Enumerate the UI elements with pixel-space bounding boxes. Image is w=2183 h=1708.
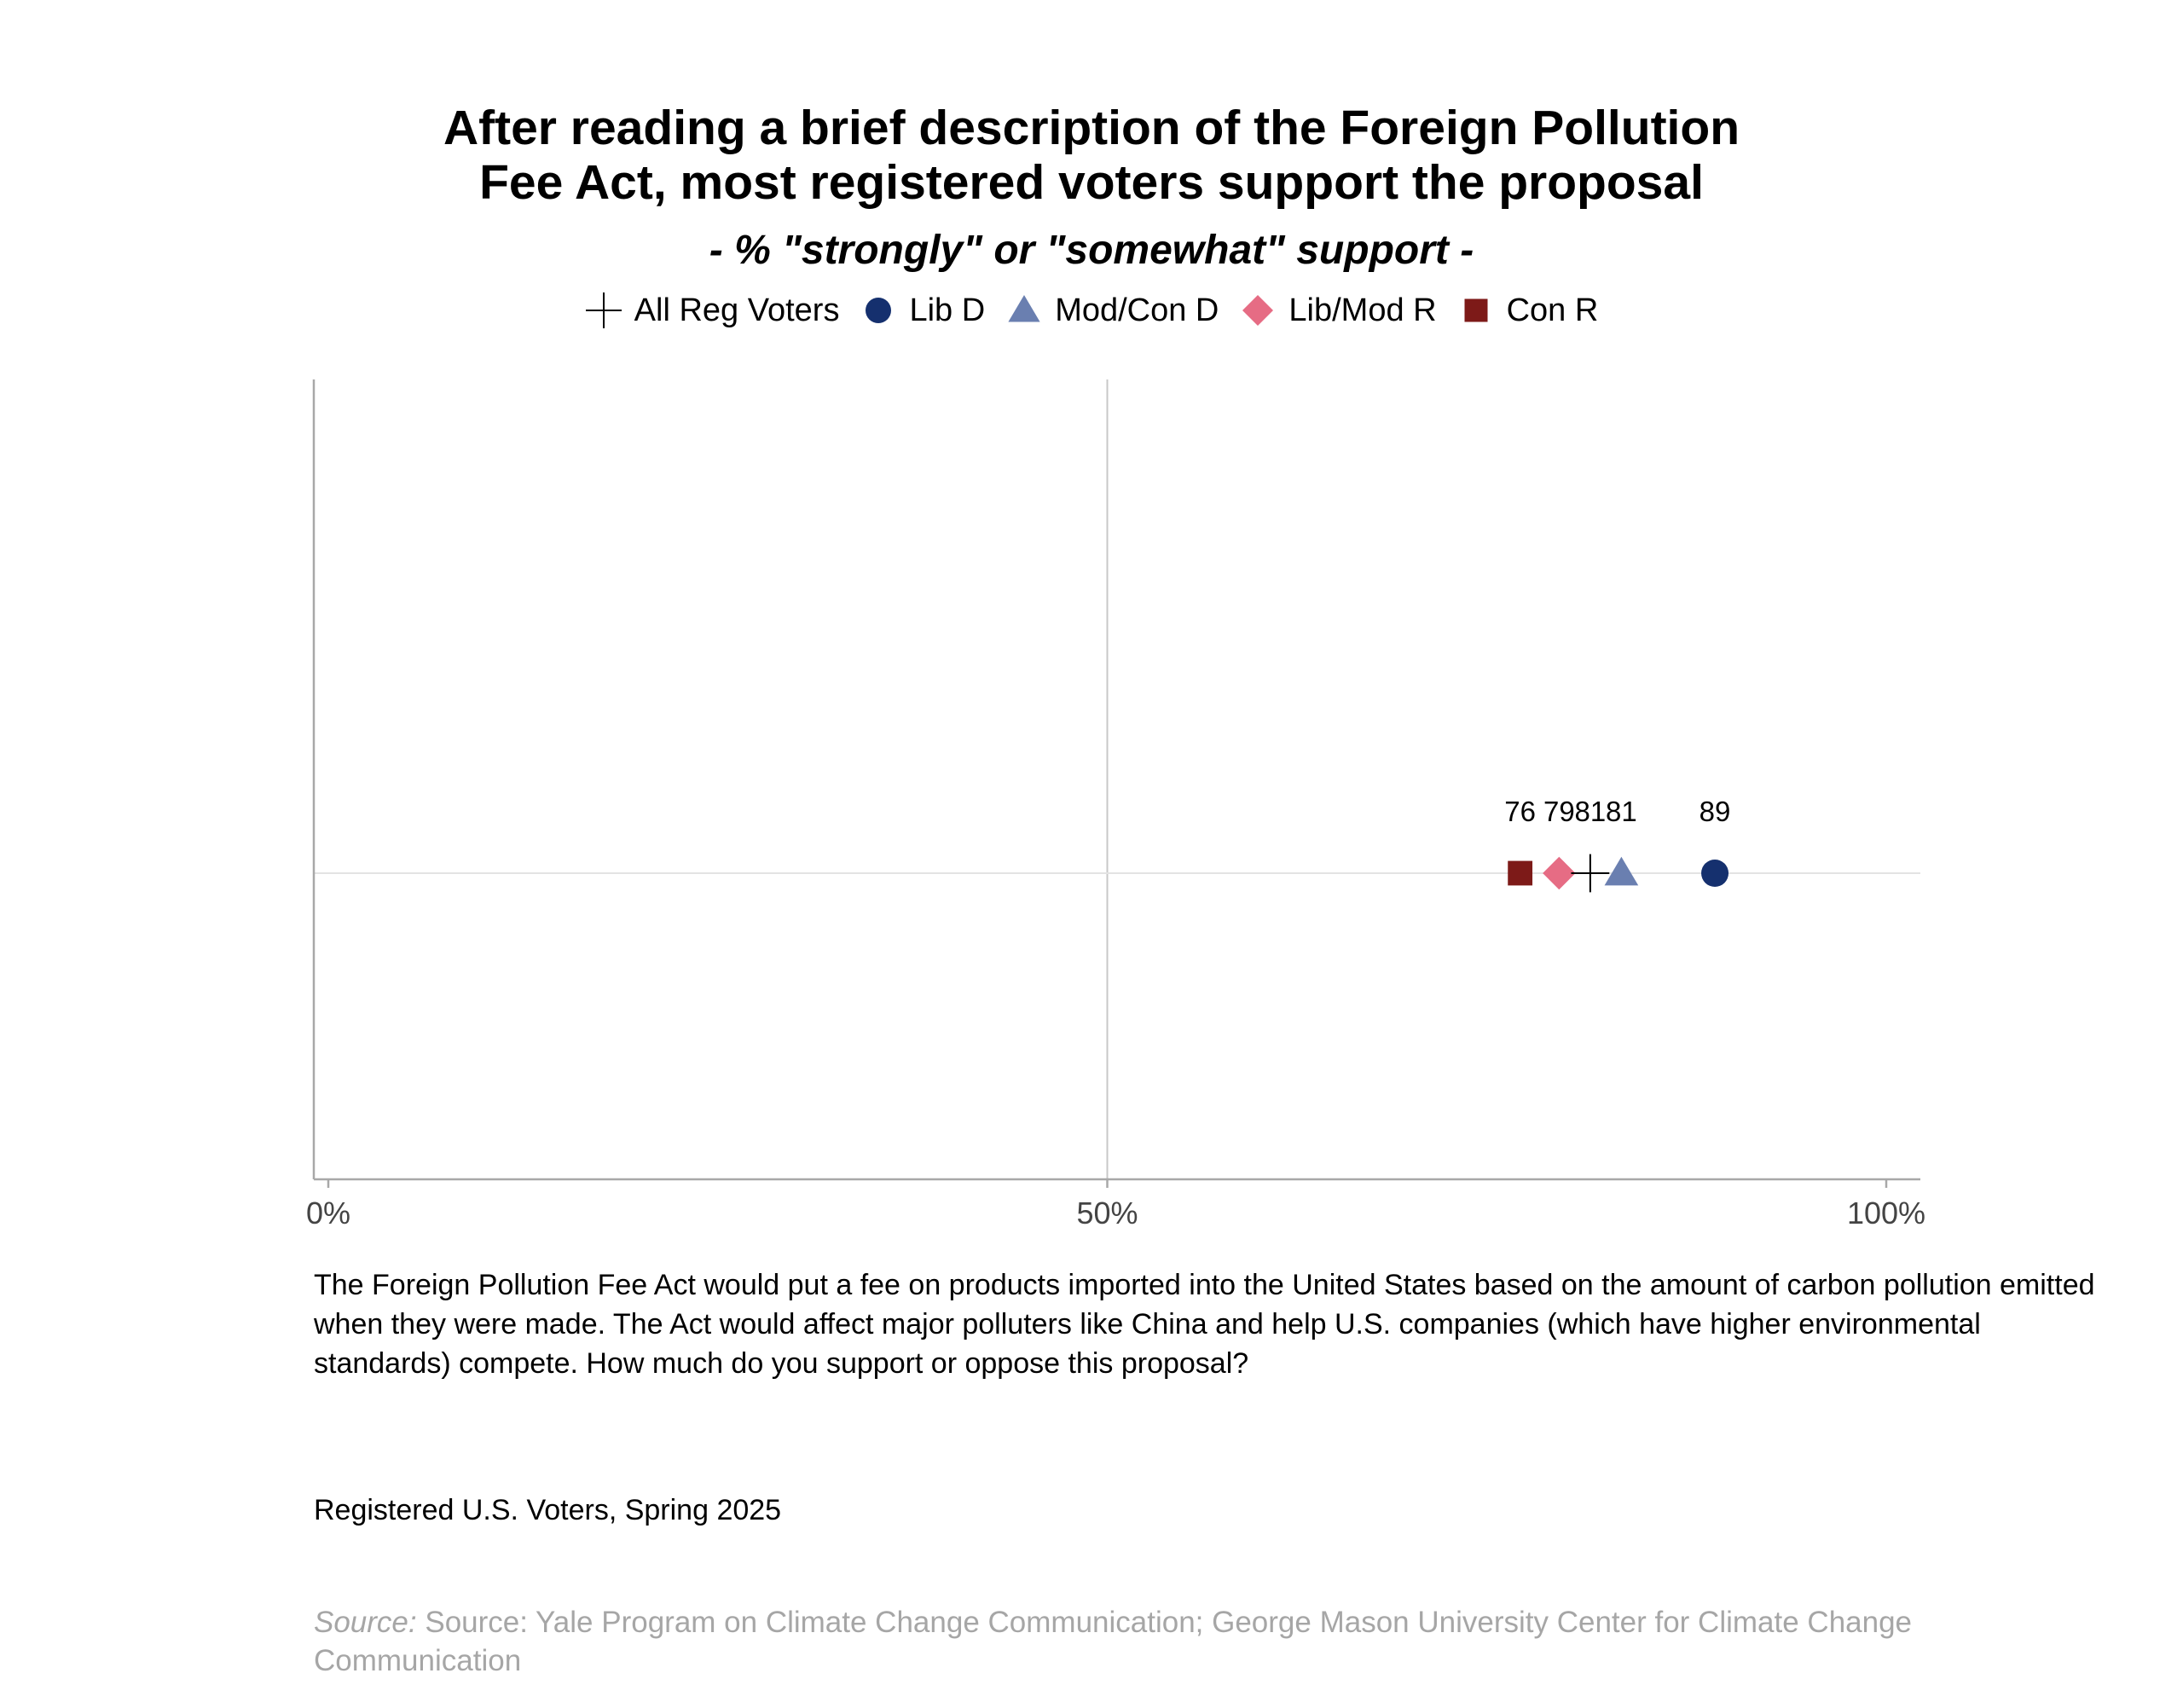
legend-label: All Reg Voters	[634, 292, 840, 328]
data-label: 79	[1543, 796, 1575, 827]
data-point-mod-con-d	[1604, 856, 1639, 886]
legend-diamond-icon	[1242, 295, 1274, 326]
legend-item: Mod/Con D	[1005, 292, 1219, 329]
legend-label: Con R	[1506, 292, 1599, 328]
data-label: 81	[1606, 796, 1637, 827]
source-prefix: Source:	[314, 1606, 417, 1639]
chart-legend: All Reg Voters Lib D Mod/Con D Lib/Mod R Con…	[0, 287, 2183, 334]
legend-item: Con R	[1457, 292, 1599, 329]
x-tick-label: 100%	[1847, 1196, 1925, 1228]
x-tick-label: 50%	[1076, 1196, 1138, 1228]
data-point-lib-d	[1701, 860, 1729, 887]
legend-label: Lib/Mod R	[1288, 292, 1437, 328]
source-note: Source: Source: Yale Program on Climate …	[314, 1603, 2105, 1680]
chart-subtitle: - % "strongly" or "somewhat" support -	[709, 228, 1474, 273]
data-label: 81	[1575, 796, 1607, 827]
data-label: 76	[1504, 796, 1536, 827]
legend-circle-icon	[866, 298, 892, 323]
question-caption: The Foreign Pollution Fee Act would put …	[314, 1269, 2095, 1380]
source-text: Source: Yale Program on Climate Change C…	[314, 1606, 1913, 1677]
legend-label: Mod/Con D	[1055, 292, 1219, 328]
data-point-con-r	[1508, 860, 1533, 886]
population-note: Registered U.S. Voters, Spring 2025	[314, 1494, 782, 1526]
data-point-all-reg-voters	[1571, 854, 1610, 893]
chart-title-line-2: Fee Act, most registered voters support …	[479, 155, 1704, 210]
data-label: 89	[1699, 796, 1731, 827]
chart-title-line-1: After reading a brief description of the…	[443, 101, 1740, 155]
chart-title: After reading a brief description of the…	[0, 101, 2183, 210]
legend-item: All Reg Voters	[585, 292, 840, 329]
legend-item: Lib D	[860, 292, 985, 329]
legend-plus-icon	[585, 292, 622, 328]
legend-item: Lib/Mod R	[1239, 292, 1437, 329]
data-point-lib-mod-r	[1543, 856, 1576, 890]
x-tick-label: 0%	[306, 1196, 350, 1228]
legend-label: Lib D	[909, 292, 986, 328]
legend-square-icon	[1464, 298, 1488, 322]
legend-triangle-icon	[1008, 295, 1040, 322]
